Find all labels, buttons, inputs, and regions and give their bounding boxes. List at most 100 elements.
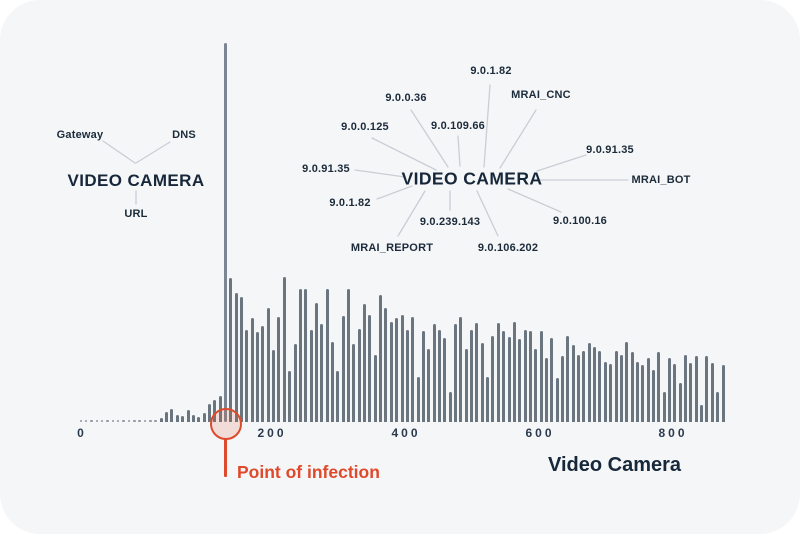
chart-bar xyxy=(534,349,538,422)
left-diagram-center-label: VIDEO CAMERA xyxy=(67,171,205,190)
x-axis-tick-label: 0 xyxy=(77,426,87,440)
chart-bar xyxy=(411,317,415,422)
chart-bar xyxy=(480,343,484,422)
chart-bar xyxy=(379,295,383,422)
chart-bar xyxy=(486,377,490,422)
infection-circle-marker xyxy=(209,408,242,440)
chart-bar xyxy=(293,344,297,422)
node-label: MRAI_CNC xyxy=(511,89,571,101)
baseline-dash xyxy=(122,420,125,422)
infection-stem-line xyxy=(224,439,227,477)
chart-bar xyxy=(330,342,334,422)
chart-bar xyxy=(443,338,447,422)
baseline-dash xyxy=(79,420,82,422)
chart-bar xyxy=(550,338,554,422)
chart-bar xyxy=(159,418,163,422)
chart-bar xyxy=(363,304,367,422)
chart-bar xyxy=(389,322,393,422)
node-label: 9.0.0.125 xyxy=(341,121,389,133)
chart-bar xyxy=(502,331,506,422)
chart-bar xyxy=(491,336,495,422)
chart-bar xyxy=(202,413,206,422)
baseline-dash xyxy=(127,420,131,422)
baseline-dash xyxy=(90,420,93,422)
chart-bar xyxy=(336,371,340,422)
chart-bar xyxy=(320,324,324,422)
chart-bar xyxy=(197,417,201,422)
chart-bar xyxy=(609,364,613,422)
infection-spike-bar xyxy=(223,43,227,422)
chart-bar xyxy=(240,297,243,422)
chart-bar xyxy=(577,355,581,422)
chart-bar xyxy=(298,289,302,422)
network-diagram-center-label: VIDEO CAMERA xyxy=(401,168,543,189)
chart-bar xyxy=(716,392,720,422)
baseline-dash xyxy=(149,420,152,422)
chart-bar xyxy=(593,347,597,422)
chart-bar xyxy=(673,364,677,422)
node-label: 9.0.0.36 xyxy=(385,92,427,104)
chart-bar xyxy=(459,317,463,422)
chart-bar xyxy=(641,365,645,422)
node-label: 9.0.1.82 xyxy=(329,197,371,209)
node-label: DNS xyxy=(172,129,196,141)
chart-bar xyxy=(539,331,543,422)
node-label: 9.0.91.35 xyxy=(586,144,634,156)
chart-bar xyxy=(651,370,655,422)
chart-bar xyxy=(587,343,591,422)
chart-bar xyxy=(427,349,431,422)
chart-bar xyxy=(347,289,350,422)
chart-bar xyxy=(635,362,639,422)
chart-bar xyxy=(314,303,318,422)
chart-bar xyxy=(277,317,281,422)
chart-bar xyxy=(261,326,265,422)
chart-bar xyxy=(186,410,190,422)
chart-bar xyxy=(191,415,195,422)
chart-bar xyxy=(170,409,174,422)
chart-bar xyxy=(475,323,479,422)
baseline-dash xyxy=(100,420,104,422)
chart-bar xyxy=(181,416,185,422)
chart-bar xyxy=(662,392,666,422)
chart-bar xyxy=(352,344,356,422)
chart-bar xyxy=(721,365,725,422)
x-axis-tick-label: 600 xyxy=(525,426,555,440)
chart-bar xyxy=(416,377,420,422)
baseline-dash xyxy=(106,420,109,422)
node-label: 9.0.109.66 xyxy=(431,120,485,132)
chart-bar xyxy=(250,318,254,422)
chart-bar xyxy=(309,330,313,422)
chart-bar xyxy=(229,278,233,422)
chart-bar xyxy=(464,349,468,422)
node-label: 9.0.91.35 xyxy=(302,163,350,175)
node-label: MRAI_BOT xyxy=(631,174,691,186)
node-label: Gateway xyxy=(56,129,104,141)
chart-bar xyxy=(705,356,709,422)
chart-bar xyxy=(582,351,586,422)
chart-bar xyxy=(523,330,527,422)
point-of-infection-label: Point of infection xyxy=(237,462,380,482)
chart-bar xyxy=(357,329,361,422)
chart-bar xyxy=(256,332,260,422)
x-axis-tick-label: 800 xyxy=(658,426,688,440)
node-label: 9.0.106.202 xyxy=(477,242,539,254)
chart-bar xyxy=(266,308,270,422)
chart-bar xyxy=(561,356,564,422)
chart-bar xyxy=(496,323,500,422)
node-label: 9.0.239.143 xyxy=(419,216,481,228)
chart-bar xyxy=(234,293,238,422)
chart-bar xyxy=(689,363,693,422)
node-label: URL xyxy=(124,208,148,220)
node-label: 9.0.100.16 xyxy=(553,215,607,227)
baseline-dash xyxy=(95,420,99,422)
chart-bar xyxy=(646,358,650,422)
chart-bar xyxy=(288,371,292,422)
chart-bar xyxy=(421,331,425,422)
chart-bar xyxy=(555,378,559,422)
chart-bar xyxy=(272,350,276,422)
chart-bar xyxy=(304,289,308,422)
chart-bar xyxy=(437,330,441,422)
baseline-dash xyxy=(143,420,147,422)
chart-bar xyxy=(630,352,634,422)
chart-bar xyxy=(400,315,404,422)
